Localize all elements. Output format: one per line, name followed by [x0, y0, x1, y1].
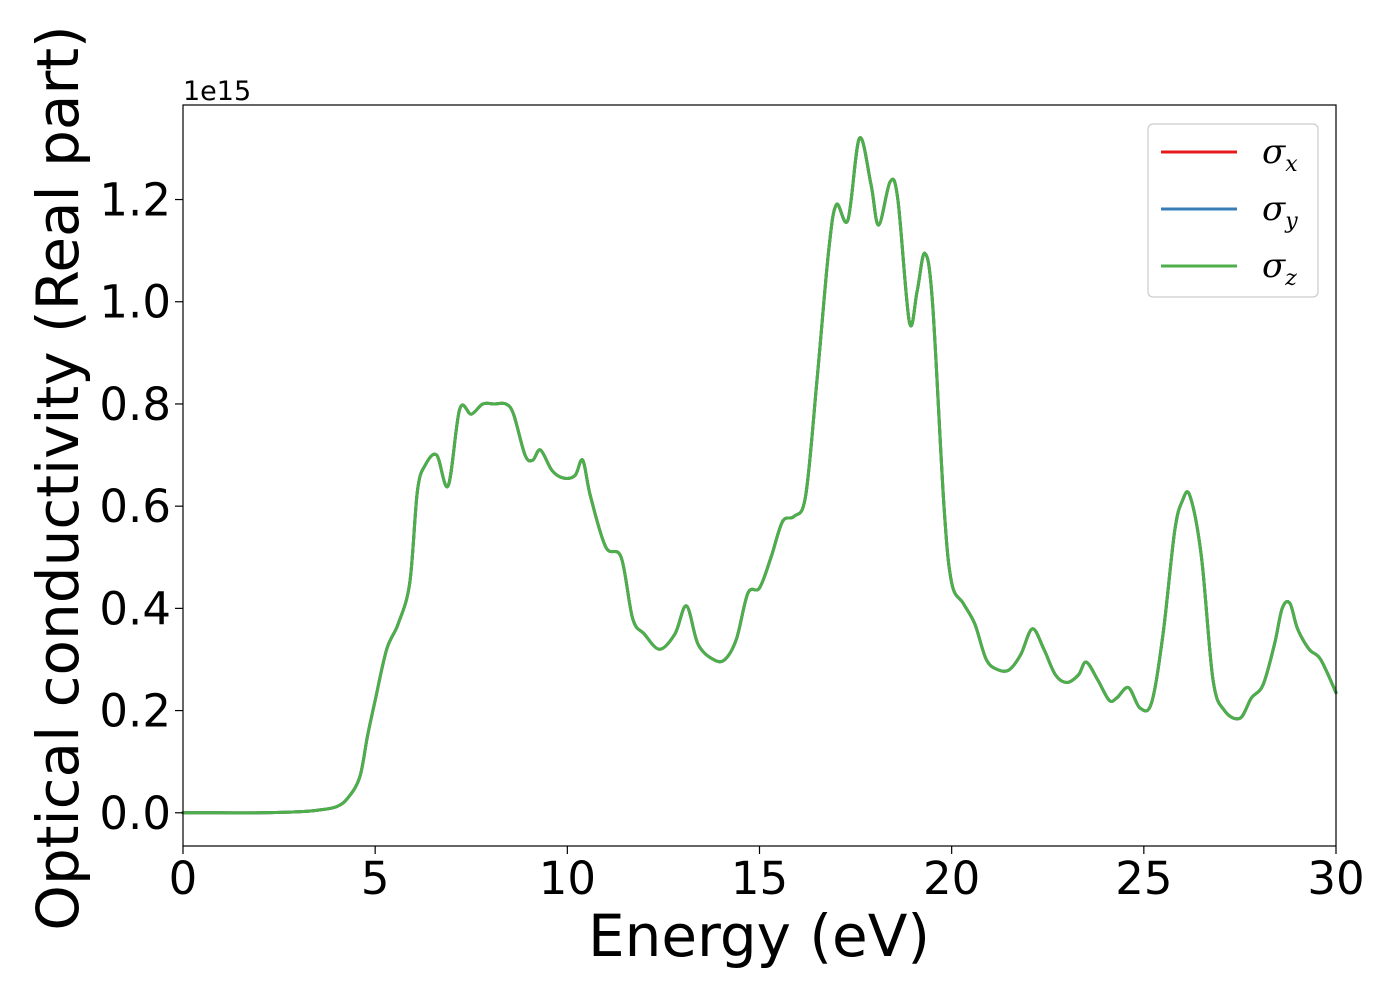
y-offset-label: 1e15 — [183, 76, 251, 107]
y-tick-label: 1.2 — [99, 174, 171, 227]
x-tick-label: 20 — [923, 852, 980, 905]
y-tick-label: 0.8 — [99, 378, 171, 431]
x-axis-ticks: 0 5 10 15 20 25 30 — [169, 846, 1365, 905]
y-axis-ticks: 0.0 0.2 0.4 0.6 0.8 1.0 1.2 — [99, 174, 183, 840]
y-tick-label: 1.0 — [99, 276, 171, 329]
x-tick-label: 0 — [169, 852, 198, 905]
series-layer — [181, 136, 1338, 815]
x-axis-title: Energy (eV) — [588, 902, 930, 970]
plot-background — [183, 105, 1336, 846]
x-tick-label: 15 — [731, 852, 788, 905]
x-tick-label: 5 — [361, 852, 390, 905]
y-tick-label: 0.4 — [99, 582, 171, 635]
x-tick-label: 30 — [1307, 852, 1364, 905]
x-tick-label: 10 — [539, 852, 596, 905]
series-line-z — [181, 136, 1338, 815]
y-tick-label: 0.6 — [99, 480, 171, 533]
y-tick-label: 0.0 — [99, 787, 171, 840]
x-tick-label: 25 — [1115, 852, 1172, 905]
y-axis-title: Optical conductivity (Real part) — [24, 25, 92, 930]
y-tick-label: 0.2 — [99, 685, 171, 738]
